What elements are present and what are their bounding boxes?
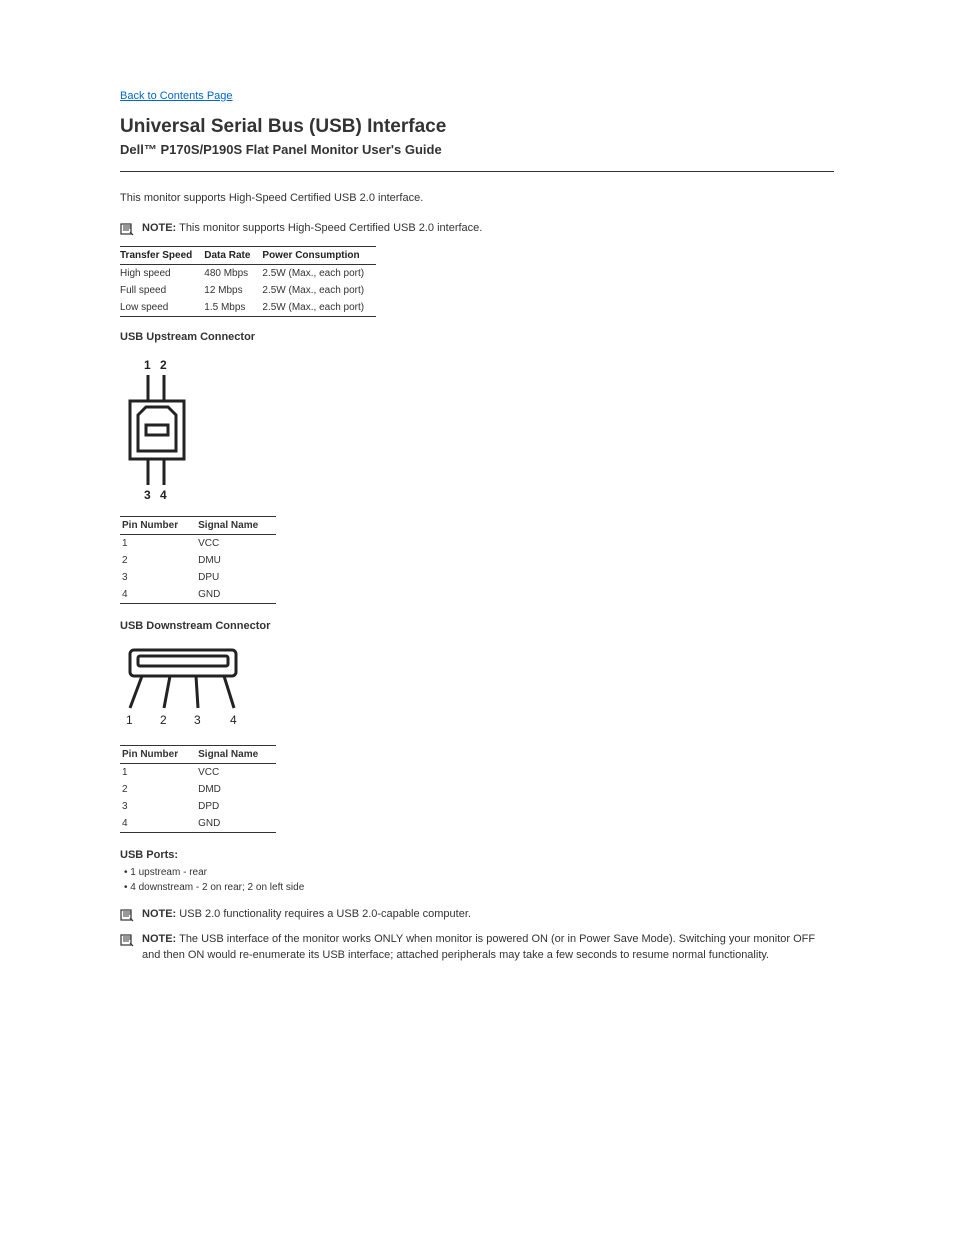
note-icon — [120, 222, 134, 236]
list-item: 4 downstream - 2 on rear; 2 on left side — [124, 882, 834, 893]
pin-col-0: Pin Number — [120, 745, 196, 763]
pin-col-0: Pin Number — [120, 516, 196, 534]
note-block: NOTE: USB 2.0 functionality requires a U… — [120, 907, 834, 922]
page-subtitle: Dell™ P170S/P190S Flat Panel Monitor Use… — [120, 142, 834, 157]
upstream-label: USB Upstream Connector — [120, 331, 834, 343]
usb-ports-heading: USB Ports: — [120, 849, 834, 861]
list-item: 1 upstream - rear — [124, 867, 834, 878]
back-link[interactable]: Back to Contents Page — [120, 90, 233, 102]
svg-text:3: 3 — [194, 713, 201, 727]
note-label: NOTE: — [142, 933, 176, 945]
svg-text:2: 2 — [160, 713, 167, 727]
downstream-pin-table: Pin Number Signal Name 1VCC 2DMD 3DPD 4G… — [120, 745, 276, 833]
table-row: 2DMD — [120, 781, 276, 798]
svg-text:1: 1 — [144, 358, 151, 372]
note-label: NOTE: — [142, 222, 176, 234]
speed-col-2: Power Consumption — [262, 246, 376, 264]
page-title: Universal Serial Bus (USB) Interface — [120, 116, 834, 138]
note-body: This monitor supports High-Speed Certifi… — [179, 222, 482, 234]
note-label: NOTE: — [142, 908, 176, 920]
pin-col-1: Signal Name — [196, 745, 276, 763]
usb-upstream-diagram: 1 2 3 4 — [120, 355, 200, 505]
table-row: 2DMU — [120, 552, 276, 569]
usb-ports-list: 1 upstream - rear 4 downstream - 2 on re… — [120, 867, 834, 893]
svg-text:4: 4 — [230, 713, 237, 727]
title-rule — [120, 171, 834, 172]
note-body: USB 2.0 functionality requires a USB 2.0… — [179, 908, 471, 920]
intro-text: This monitor supports High-Speed Certifi… — [120, 190, 834, 207]
speed-table: Transfer Speed Data Rate Power Consumpti… — [120, 246, 376, 317]
note-block: NOTE: The USB interface of the monitor w… — [120, 932, 834, 963]
note-icon — [120, 933, 134, 947]
note-body: The USB interface of the monitor works O… — [142, 933, 815, 960]
table-row: High speed 480 Mbps 2.5W (Max., each por… — [120, 264, 376, 282]
usb-downstream-diagram: 1 2 3 4 — [120, 644, 250, 734]
table-row: 1VCC — [120, 534, 276, 552]
table-row: 3DPD — [120, 798, 276, 815]
pin-col-1: Signal Name — [196, 516, 276, 534]
svg-text:4: 4 — [160, 488, 167, 502]
svg-text:2: 2 — [160, 358, 167, 372]
note-block: NOTE: This monitor supports High-Speed C… — [120, 221, 834, 236]
table-row: 3DPU — [120, 569, 276, 586]
svg-text:1: 1 — [126, 713, 133, 727]
downstream-label: USB Downstream Connector — [120, 620, 834, 632]
table-row: 4GND — [120, 586, 276, 604]
upstream-pin-table: Pin Number Signal Name 1VCC 2DMU 3DPU 4G… — [120, 516, 276, 604]
speed-col-1: Data Rate — [204, 246, 262, 264]
table-row: Low speed 1.5 Mbps 2.5W (Max., each port… — [120, 299, 376, 317]
note-icon — [120, 908, 134, 922]
table-row: 4GND — [120, 815, 276, 833]
table-row: Full speed 12 Mbps 2.5W (Max., each port… — [120, 282, 376, 299]
table-row: 1VCC — [120, 763, 276, 781]
svg-text:3: 3 — [144, 488, 151, 502]
speed-col-0: Transfer Speed — [120, 246, 204, 264]
